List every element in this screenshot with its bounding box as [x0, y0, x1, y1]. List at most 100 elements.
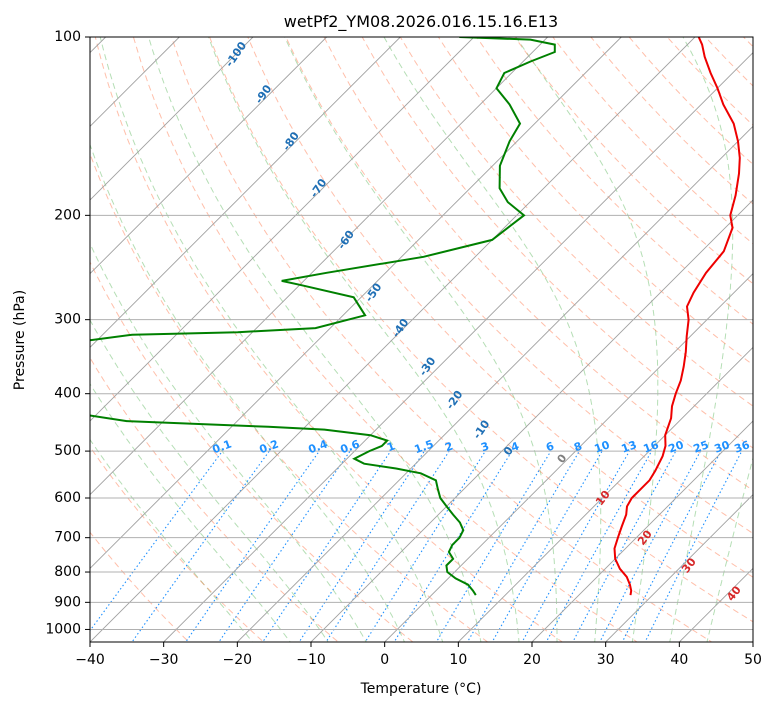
y-tick-label: 400	[54, 386, 81, 402]
x-tick-label: 50	[744, 652, 762, 668]
mixing-ratio-label: 0.1	[211, 438, 234, 457]
moist-adiabat-line	[90, 143, 406, 642]
isotherm-line	[90, 37, 254, 201]
moist-adiabat-line	[383, 37, 602, 642]
y-tick-label: 600	[54, 490, 81, 506]
mixing-ratio-line	[466, 450, 580, 642]
dry-adiabat-line	[361, 37, 753, 449]
x-tick-label: 40	[670, 652, 688, 668]
isotherm-line	[310, 199, 753, 642]
isotherm-line	[605, 494, 753, 642]
dry-adiabat-line	[90, 260, 414, 642]
dry-adiabat-line	[704, 37, 753, 87]
moist-adiabat-label: 40	[724, 583, 744, 603]
y-tick-label: 100	[54, 29, 81, 45]
mixing-ratio-label: 2	[443, 440, 455, 455]
mixing-ratio-line	[325, 450, 450, 642]
moist-adiabat-line	[208, 37, 520, 642]
isotherm-line	[679, 567, 753, 642]
mixing-ratio-label: 1	[385, 440, 397, 455]
mixing-ratio-label: 16	[642, 438, 661, 456]
y-tick-label: 300	[54, 312, 81, 328]
x-axis-title: Temperature (°C)	[360, 681, 482, 697]
dry-adiabats	[90, 37, 753, 642]
x-tick-label: −10	[296, 652, 326, 668]
dry-adiabat-line	[132, 37, 638, 642]
x-tick-label: 10	[449, 652, 467, 668]
moist-adiabat-line	[515, 37, 659, 642]
mixing-ratio-label: 0.2	[258, 438, 281, 457]
y-tick-label: 700	[54, 530, 81, 546]
dry-adiabat-label: -20	[443, 388, 465, 412]
mixing-ratio-label: 30	[713, 438, 732, 456]
dewpoint-line	[90, 37, 556, 596]
plot-area: -100-90-80-70-60-50-40-30-20-10001020304…	[90, 37, 753, 642]
mixing-ratio-line	[621, 450, 722, 642]
background-line-labels: -100-90-80-70-60-50-40-30-20-10001020304…	[211, 39, 752, 604]
dry-adiabat-label: -100	[223, 39, 250, 69]
dry-adiabat-line	[399, 37, 753, 407]
isotherm-line	[90, 37, 548, 496]
moist-adiabat-line	[90, 242, 367, 642]
mixing-ratio-label: 20	[667, 438, 686, 456]
isotherm-line	[90, 37, 401, 348]
dry-adiabat-label: -80	[280, 129, 302, 153]
mixing-ratio-label: 25	[692, 438, 711, 455]
chart-title: wetPf2_YM08.2026.016.15.16.E13	[284, 12, 558, 32]
dry-adiabat-label: -50	[362, 280, 384, 304]
dry-adiabat-label: -30	[416, 354, 438, 378]
y-tick-label: 1000	[45, 621, 81, 637]
moist-adiabat-line	[148, 37, 482, 642]
y-axis-title: Pressure (hPa)	[12, 290, 28, 390]
moist-adiabat-label: 0	[555, 451, 570, 465]
isotherm-line	[237, 125, 753, 642]
mixing-ratio-label: 8	[572, 440, 584, 455]
moist-adiabat-line	[706, 455, 753, 642]
isotherm-line	[90, 37, 475, 422]
x-tick-label: 0	[380, 652, 389, 668]
x-tick-label: 20	[523, 652, 541, 668]
mixing-ratio-line	[185, 450, 320, 642]
mixing-ratio-label: 0.4	[307, 437, 330, 456]
mixing-ratio-line	[644, 450, 743, 642]
isotherm-line	[163, 52, 753, 642]
dry-adiabat-line	[743, 37, 753, 48]
mixing-ratio-line	[131, 450, 270, 642]
x-axis: −40 −30 −20 −10 0 10 20 30 40 50	[75, 642, 762, 668]
mixing-ratio-label: 4	[509, 439, 521, 454]
y-tick-label: 900	[54, 594, 81, 610]
mixing-ratio-line	[262, 450, 392, 642]
mixing-ratio-label: 6	[544, 439, 556, 454]
isotherm-line	[90, 37, 622, 569]
y-tick-label: 200	[54, 207, 81, 223]
y-tick-label: 500	[54, 443, 81, 459]
plot-frame	[89, 36, 754, 643]
isotherm-line	[90, 37, 327, 275]
dry-adiabat-label: -90	[252, 82, 274, 106]
x-tick-label: −40	[75, 652, 105, 668]
moist-adiabat-line	[90, 319, 329, 642]
mixing-ratio-line	[491, 450, 603, 642]
y-tick-label: 800	[54, 564, 81, 580]
profile-series	[90, 37, 741, 596]
isotherms	[90, 37, 753, 642]
mixing-ratio-label: 36	[733, 438, 752, 456]
dry-adiabat-line	[476, 37, 753, 325]
dry-adiabat-line	[90, 446, 265, 642]
mixing-ratio-label: 3	[479, 440, 491, 455]
mixing-ratio-line	[298, 450, 425, 642]
x-tick-label: −30	[149, 652, 179, 668]
mixing-ratio-label: 13	[620, 438, 639, 455]
mixing-ratio-label: 1.5	[413, 438, 436, 457]
moist-adiabats	[90, 37, 753, 642]
dry-adiabat-line	[323, 37, 753, 491]
moist-adiabat-line	[90, 382, 291, 642]
mixing-ratio-label: 10	[593, 438, 612, 456]
moist-adiabat-line	[99, 37, 444, 642]
dry-adiabat-line	[552, 37, 753, 245]
isotherm-line	[458, 346, 753, 642]
x-tick-label: −20	[223, 652, 253, 668]
mixing-ratio-label: 0.6	[339, 437, 362, 456]
dry-adiabat-label: -70	[307, 176, 329, 200]
